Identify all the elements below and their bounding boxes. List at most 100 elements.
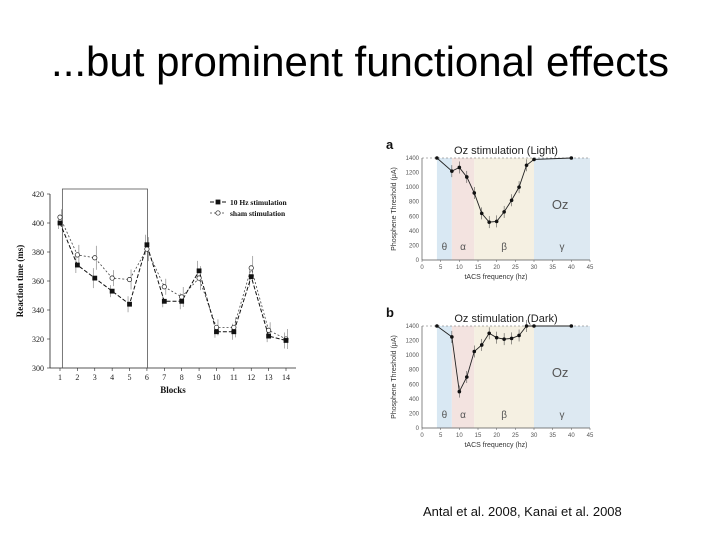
frequency-band: [436, 326, 452, 428]
series-line: [436, 325, 572, 394]
legend-label-10hz: 10 Hz stimulation: [230, 198, 287, 207]
point-sham: [109, 275, 115, 281]
band-label: α: [460, 410, 466, 421]
x-tick-label: 35: [549, 433, 556, 439]
band-label: β: [501, 410, 507, 421]
panel-a-light-chart: a Oz stimulation (Light)θ α β γ0200400600800…: [386, 137, 594, 281]
frequency-band: [436, 158, 452, 260]
y-axis-label: Phosphene Threshold (μA): [391, 335, 398, 419]
y-tick-label: 300: [32, 364, 44, 373]
data-point: [494, 335, 499, 340]
point-sham: [144, 246, 150, 252]
series-line: [436, 157, 572, 223]
data-point: [457, 165, 462, 170]
band-label: β: [501, 242, 507, 253]
point-10hz: [127, 301, 132, 307]
panel-letter: a: [386, 137, 394, 152]
point-sham: [213, 324, 220, 330]
band-label: γ: [560, 242, 565, 253]
data-point: [435, 324, 439, 328]
slide-title: ...but prominent functional effects: [51, 38, 669, 85]
y-tick-label: 340: [32, 306, 44, 315]
x-tick-label: 4: [110, 373, 114, 382]
data-point: [450, 169, 454, 173]
legend-label-sham: sham stimulation: [230, 209, 286, 218]
region-annotation: Oz: [552, 365, 569, 380]
data-point: [472, 349, 477, 354]
point-sham: [179, 294, 185, 300]
x-tick-label: 12: [247, 373, 255, 382]
data-point: [435, 156, 439, 160]
x-tick-label: 10: [456, 265, 463, 271]
y-tick-label: 600: [409, 214, 420, 220]
y-tick-label: 600: [409, 382, 420, 388]
data-point: [524, 163, 529, 168]
data-point: [479, 211, 484, 216]
frequency-band: [451, 326, 475, 428]
data-point: [450, 335, 454, 339]
point-10hz: [74, 262, 80, 268]
point-sham: [161, 284, 167, 290]
y-tick-label: 1000: [406, 353, 420, 359]
point-sham: [57, 214, 63, 220]
point-10hz: [266, 333, 272, 339]
y-tick-label: 1400: [406, 324, 420, 330]
data-point: [532, 324, 536, 328]
data-point: [509, 198, 514, 203]
data-point: [494, 219, 499, 224]
y-tick-label: 200: [409, 411, 420, 417]
data-point: [532, 157, 536, 162]
x-tick-label: 15: [475, 265, 482, 271]
point-10hz: [214, 329, 219, 335]
point-sham: [248, 265, 254, 271]
data-point: [457, 389, 462, 394]
data-point: [569, 324, 574, 328]
data-point: [569, 156, 574, 160]
frequency-band: [534, 326, 590, 428]
legend-marker-10hz: [215, 199, 221, 205]
frequency-band: [451, 158, 475, 260]
frequency-band: [534, 158, 590, 260]
x-tick-label: 9: [197, 373, 201, 382]
x-tick-label: 40: [568, 265, 575, 271]
y-tick-label: 800: [409, 368, 420, 374]
x-tick-label: 14: [282, 373, 290, 382]
x-tick-label: 0: [420, 433, 424, 439]
point-10hz: [57, 220, 63, 226]
y-tick-label: 360: [32, 277, 44, 286]
y-tick-label: 320: [32, 335, 44, 344]
y-tick-label: 200: [409, 243, 420, 249]
x-axis-label: tACS frequency (hz): [464, 442, 527, 449]
band-label: α: [460, 242, 466, 253]
y-tick-label: 800: [409, 200, 420, 206]
x-tick-label: 13: [265, 373, 273, 382]
data-point: [517, 333, 521, 338]
legend-marker-sham: [215, 210, 221, 216]
series-line-10hz: [59, 222, 287, 341]
series-line-sham: [59, 217, 287, 340]
y-tick-label: 1200: [406, 171, 420, 177]
data-point: [472, 191, 477, 195]
x-tick-label: 5: [439, 265, 443, 271]
x-tick-label: 25: [512, 265, 519, 271]
y-tick-label: 1400: [406, 156, 420, 162]
point-10hz: [196, 268, 202, 274]
point-sham: [74, 252, 80, 258]
y-axis-label: Phosphene Threshold (μA): [391, 167, 398, 251]
data-point: [517, 185, 521, 189]
y-axis-label: Reaction time (ms): [15, 245, 25, 317]
x-tick-label: 15: [475, 433, 482, 439]
x-tick-label: 3: [93, 373, 97, 382]
panel-letter: b: [386, 305, 394, 320]
y-tick-label: 1200: [406, 339, 420, 345]
point-sham: [231, 324, 237, 330]
point-10hz: [144, 242, 150, 248]
x-tick-label: 10: [456, 433, 463, 439]
data-point: [487, 220, 491, 224]
x-tick-label: 25: [512, 433, 519, 439]
point-10hz: [283, 338, 289, 343]
x-tick-label: 0: [420, 265, 424, 271]
y-tick-label: 400: [409, 229, 420, 235]
x-tick-label: 30: [531, 265, 538, 271]
